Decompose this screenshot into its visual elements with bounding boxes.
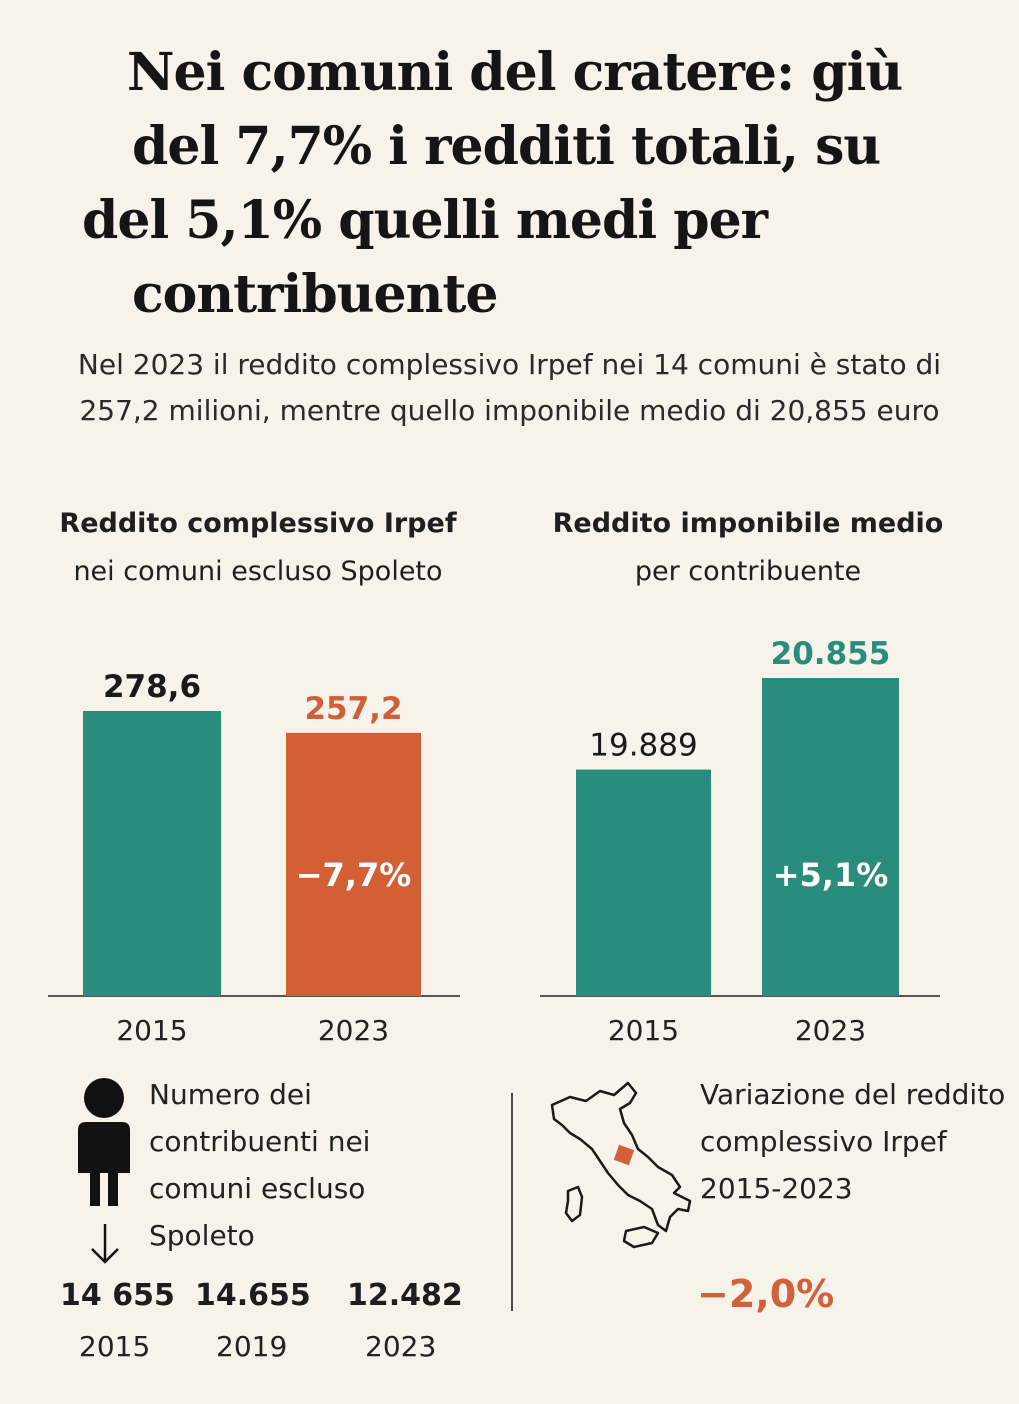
contributors-label: Numero dei contribuenti nei comuni esclu… — [149, 1078, 371, 1252]
variation-value: −2,0% — [697, 1272, 835, 1316]
title-line-3: del 5,1% quelli medi per — [82, 190, 768, 251]
count-year-2015: 2015 — [79, 1330, 151, 1363]
bar-2015 — [576, 769, 711, 996]
chart-2-title-bold: Reddito imponibile medio — [552, 508, 944, 539]
bar-2023 — [286, 732, 421, 996]
down-arrow-icon — [91, 1224, 119, 1264]
chart-1-title: Reddito complessivo Irpef nei comuni esc… — [48, 500, 468, 596]
count-value-2015: 14 655 — [60, 1278, 175, 1313]
change-label: −7,7% — [296, 856, 412, 894]
subtitle: Nel 2023 il reddito complessivo Irpef ne… — [77, 348, 942, 427]
x-tick-label-2015: 2015 — [608, 1014, 679, 1047]
title-line-1: Nei comuni del cratere: giù — [127, 42, 903, 103]
title-line-4: contribuente — [132, 264, 498, 325]
count-year-2019: 2019 — [216, 1330, 288, 1363]
change-label: +5,1% — [773, 856, 889, 894]
variation-label: Variazione del reddito complessivo Irpef… — [700, 1078, 1006, 1205]
chart-1-title-rest: nei comuni escluso Spoleto — [73, 556, 443, 587]
data-label-2015: 278,6 — [103, 669, 201, 705]
count-value-2019: 14.655 — [195, 1278, 311, 1313]
count-year-2023: 2023 — [365, 1330, 437, 1363]
x-tick-label-2023: 2023 — [318, 1014, 389, 1047]
data-label-2023: 257,2 — [304, 691, 402, 727]
bar-charts: 278,6 2015 257,2 2023 −7,7% 19.889 2015 20.855 2… — [48, 636, 940, 1047]
bar-2023 — [762, 678, 899, 996]
divider — [511, 1093, 513, 1311]
italy-map-icon — [550, 1081, 692, 1249]
chart-2-title-rest: per contribuente — [634, 556, 862, 587]
data-label-2023: 20.855 — [771, 636, 891, 672]
chart-2-title: Reddito imponibile medio per contribuent… — [548, 500, 948, 596]
x-tick-label-2023: 2023 — [795, 1014, 866, 1047]
count-value-2023: 12.482 — [347, 1278, 463, 1313]
person-icon — [78, 1078, 130, 1206]
bar-2015 — [83, 711, 221, 996]
x-tick-label-2015: 2015 — [116, 1014, 187, 1047]
data-label-2015: 19.889 — [589, 728, 697, 764]
chart-1-title-bold: Reddito complessivo Irpef — [59, 508, 457, 539]
title-line-2: del 7,7% i redditi totali, su — [132, 116, 881, 177]
